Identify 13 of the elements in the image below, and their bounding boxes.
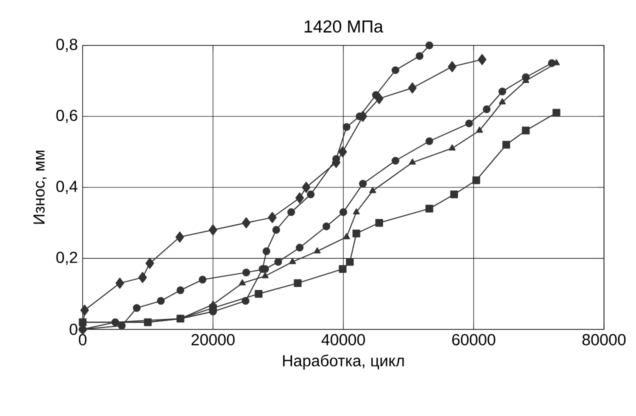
- y-tick-label: 0,2: [56, 252, 78, 265]
- y-tick-label: 0,6: [56, 110, 78, 123]
- x-tick-label: 40000: [321, 334, 365, 346]
- y-axis-title: Износ, мм: [34, 150, 47, 224]
- x-tick-label: 0: [78, 334, 87, 346]
- y-tick-label: 0,8: [56, 38, 78, 52]
- y-tick-label: 0,4: [56, 180, 78, 194]
- chart-title: 1420 МПа: [304, 20, 384, 33]
- x-axis-title: Наработка, цикл: [283, 354, 404, 370]
- x-tick-label: 60000: [452, 334, 496, 346]
- x-tick-label: 20000: [192, 334, 235, 346]
- y-tick-label: 0: [70, 324, 78, 335]
- x-tick-label: 80000: [582, 334, 626, 346]
